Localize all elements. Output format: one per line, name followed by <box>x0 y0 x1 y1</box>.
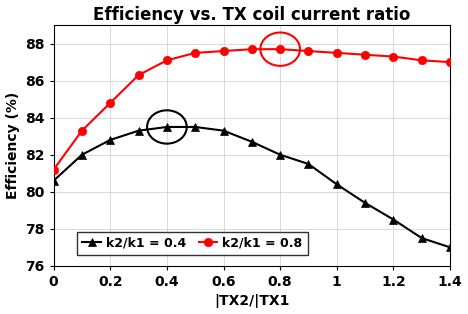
Title: Efficiency vs. TX coil current ratio: Efficiency vs. TX coil current ratio <box>93 6 410 24</box>
k2/k1 = 0.8 <box>362 53 368 57</box>
Line: k2/k1 = 0.8: k2/k1 = 0.8 <box>50 45 454 174</box>
k2/k1 = 0.4 <box>249 140 255 144</box>
k2/k1 = 0.8 <box>79 129 85 133</box>
k2/k1 = 0.8 <box>334 51 340 55</box>
k2/k1 = 0.4 <box>51 179 57 182</box>
k2/k1 = 0.8 <box>192 51 198 55</box>
k2/k1 = 0.4 <box>79 153 85 157</box>
k2/k1 = 0.4 <box>108 138 113 142</box>
k2/k1 = 0.8 <box>278 47 283 51</box>
k2/k1 = 0.8 <box>419 58 424 62</box>
k2/k1 = 0.4 <box>136 129 141 133</box>
k2/k1 = 0.8 <box>221 49 227 53</box>
k2/k1 = 0.8 <box>447 60 453 64</box>
k2/k1 = 0.8 <box>249 47 255 51</box>
Legend: k2/k1 = 0.4, k2/k1 = 0.8: k2/k1 = 0.4, k2/k1 = 0.8 <box>77 232 307 255</box>
k2/k1 = 0.8 <box>136 73 141 77</box>
k2/k1 = 0.4 <box>419 236 424 240</box>
k2/k1 = 0.4 <box>192 125 198 129</box>
Line: k2/k1 = 0.4: k2/k1 = 0.4 <box>50 123 454 252</box>
k2/k1 = 0.8 <box>391 55 396 58</box>
k2/k1 = 0.4 <box>391 218 396 221</box>
k2/k1 = 0.4 <box>362 201 368 205</box>
k2/k1 = 0.8 <box>306 49 311 53</box>
k2/k1 = 0.4 <box>221 129 227 133</box>
k2/k1 = 0.4 <box>278 153 283 157</box>
k2/k1 = 0.4 <box>334 182 340 186</box>
k2/k1 = 0.8 <box>51 168 57 171</box>
k2/k1 = 0.8 <box>164 58 170 62</box>
X-axis label: |TX2/|TX1: |TX2/|TX1 <box>214 295 290 308</box>
k2/k1 = 0.4 <box>447 246 453 249</box>
k2/k1 = 0.4 <box>164 125 170 129</box>
k2/k1 = 0.4 <box>306 162 311 166</box>
k2/k1 = 0.8 <box>108 101 113 105</box>
Y-axis label: Efficiency (%): Efficiency (%) <box>6 92 20 199</box>
